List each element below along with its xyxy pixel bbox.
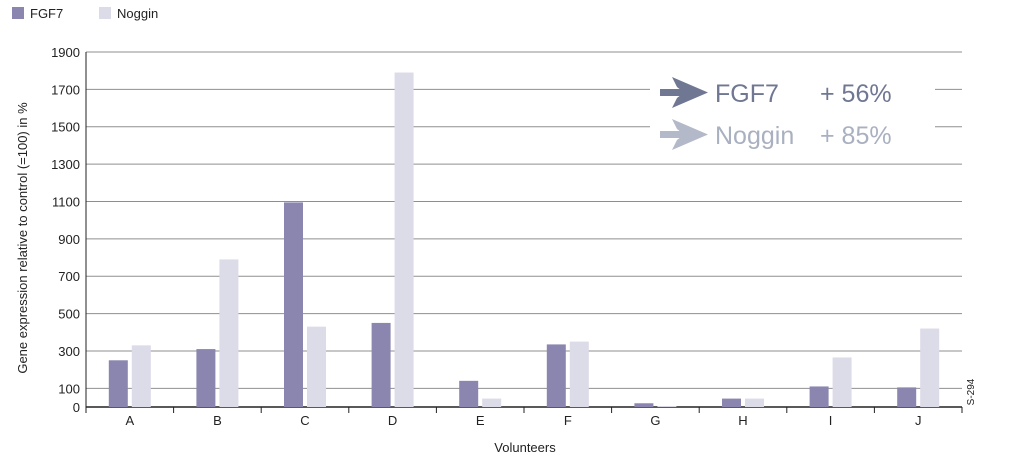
y-axis: 0 100 300 500 700 900 1100 1300 1500 1700 1900 bbox=[51, 45, 87, 415]
y-tick-label: 900 bbox=[58, 232, 80, 247]
annotation-noggin-value: + 85% bbox=[820, 122, 892, 150]
y-tick-label: 300 bbox=[58, 344, 80, 359]
bar-noggin-i bbox=[832, 357, 852, 407]
bar-fgf7-j bbox=[897, 387, 917, 407]
bar-fgf7-b bbox=[196, 349, 216, 407]
x-tick-label: F bbox=[564, 413, 572, 428]
x-tick-label: G bbox=[650, 413, 660, 428]
bar-noggin-j bbox=[920, 328, 940, 407]
x-tick-label: I bbox=[829, 413, 833, 428]
bar-noggin-f bbox=[569, 341, 589, 407]
x-axis: A B C D E F G H I J bbox=[85, 406, 963, 428]
bar-noggin-e bbox=[482, 398, 502, 407]
bar-fgf7-a bbox=[108, 360, 128, 407]
bar-fgf7-f bbox=[546, 344, 566, 407]
bars bbox=[108, 72, 940, 407]
bar-fgf7-i bbox=[809, 386, 829, 407]
annotation-background bbox=[650, 72, 935, 156]
bar-noggin-b bbox=[219, 259, 239, 407]
legend-label-noggin: Noggin bbox=[117, 6, 158, 21]
annotation-fgf7-label: FGF7 bbox=[715, 80, 779, 108]
bar-noggin-c bbox=[307, 326, 326, 407]
x-tick-label: D bbox=[388, 413, 397, 428]
x-tick-label: A bbox=[125, 413, 134, 428]
bar-noggin-h bbox=[745, 398, 764, 407]
y-tick-label: 1100 bbox=[52, 194, 80, 209]
y-tick-label: 500 bbox=[58, 307, 80, 322]
bar-noggin-d bbox=[394, 72, 414, 407]
y-tick-label: 100 bbox=[58, 381, 80, 396]
bar-fgf7-d bbox=[371, 322, 391, 407]
y-axis-title: Gene expression relative to control (=10… bbox=[15, 102, 30, 374]
fgf7-arrow-icon bbox=[660, 77, 708, 108]
annotation-noggin-label: Noggin bbox=[715, 122, 794, 150]
annotation-box: FGF7 + 56% Noggin + 85% bbox=[650, 72, 935, 156]
noggin-arrow-icon bbox=[660, 119, 708, 150]
bar-noggin-a bbox=[131, 345, 151, 407]
y-tick-label: 1700 bbox=[51, 82, 80, 97]
bar-fgf7-e bbox=[459, 380, 479, 407]
legend-swatch-noggin bbox=[99, 7, 111, 19]
x-tick-label: J bbox=[915, 413, 922, 428]
bar-fgf7-h bbox=[722, 398, 741, 407]
side-code: S-294 bbox=[966, 378, 977, 405]
y-tick-label: 1500 bbox=[51, 120, 80, 135]
y-tick-label: 0 bbox=[73, 400, 80, 415]
bar-fgf7-c bbox=[284, 202, 303, 407]
y-tick-label: 1900 bbox=[51, 45, 80, 60]
bar-fgf7-g bbox=[634, 403, 654, 407]
x-tick-label: E bbox=[476, 413, 485, 428]
y-tick-label: 1300 bbox=[51, 157, 80, 172]
legend-swatch-fgf7 bbox=[12, 7, 24, 19]
y-tick-label: 700 bbox=[58, 269, 80, 284]
annotation-fgf7-value: + 56% bbox=[820, 80, 892, 108]
x-tick-label: H bbox=[738, 413, 747, 428]
x-axis-title: Volunteers bbox=[494, 440, 556, 455]
bar-noggin-g bbox=[657, 406, 677, 407]
legend-label-fgf7: FGF7 bbox=[30, 6, 63, 21]
x-tick-label: C bbox=[300, 413, 309, 428]
legend: FGF7 Noggin bbox=[12, 6, 158, 21]
x-tick-label: B bbox=[213, 413, 222, 428]
